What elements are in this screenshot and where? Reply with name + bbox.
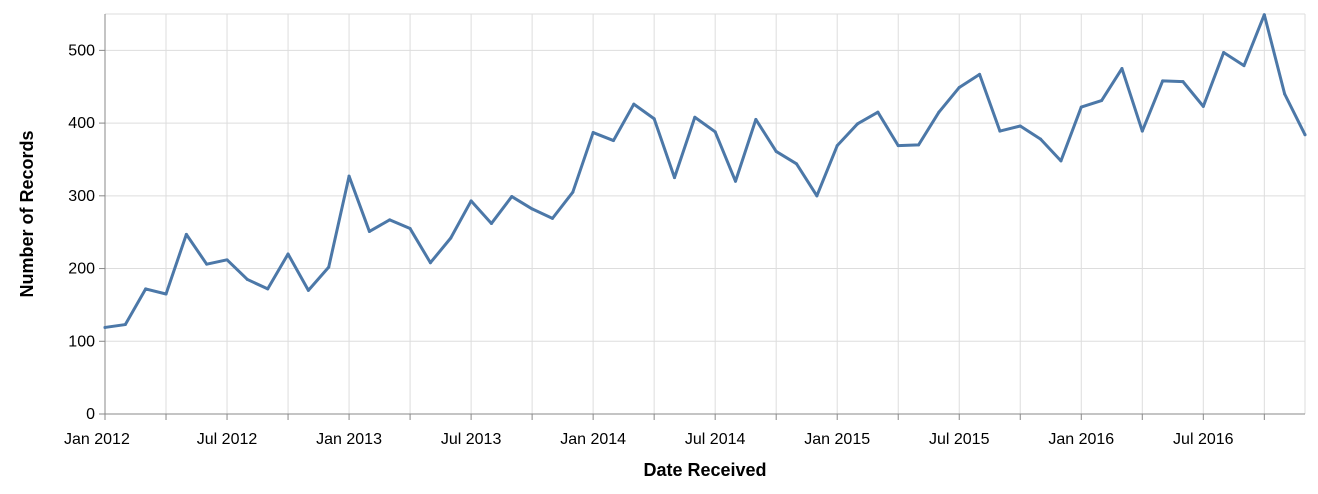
data-point <box>672 176 676 180</box>
x-tick-label: Jul 2012 <box>197 431 258 448</box>
data-point <box>632 102 636 106</box>
data-point <box>591 131 595 135</box>
axes <box>104 14 1305 415</box>
data-point <box>123 323 127 327</box>
data-point <box>327 265 331 269</box>
y-tick-label: 0 <box>86 406 95 423</box>
x-tick-label: Jan 2013 <box>316 431 382 448</box>
data-point <box>449 236 453 240</box>
data-point <box>1242 64 1246 68</box>
data-point <box>489 221 493 225</box>
x-tick-label: Jan 2015 <box>804 431 870 448</box>
data-point <box>754 117 758 121</box>
data-point <box>917 143 921 147</box>
data-point <box>428 261 432 265</box>
data-point <box>164 292 168 296</box>
data-point <box>611 139 615 143</box>
data-point <box>835 144 839 148</box>
x-tick-label: Jul 2013 <box>441 431 502 448</box>
data-point <box>896 144 900 148</box>
data-point <box>1079 105 1083 109</box>
data-point <box>245 277 249 281</box>
data-point <box>225 258 229 262</box>
data-point <box>734 179 738 183</box>
x-tick-label: Jan 2016 <box>1048 431 1114 448</box>
x-tick-label: Jan 2014 <box>560 431 626 448</box>
data-point <box>571 190 575 194</box>
data-point <box>103 325 107 329</box>
data-point <box>652 117 656 121</box>
data-point <box>774 149 778 153</box>
data-point <box>1283 92 1287 96</box>
data-point <box>1018 124 1022 128</box>
data-point <box>978 72 982 76</box>
data-point <box>1262 13 1266 17</box>
data-point <box>815 194 819 198</box>
data-point <box>937 110 941 114</box>
data-point <box>1039 137 1043 141</box>
data-point <box>388 218 392 222</box>
data-point <box>347 174 351 178</box>
x-tick-label: Jul 2014 <box>685 431 746 448</box>
x-axis-title: Date Received <box>643 460 766 480</box>
y-tick-label: 500 <box>68 42 95 59</box>
data-point <box>408 227 412 231</box>
data-point <box>306 288 310 292</box>
data-point <box>1181 80 1185 84</box>
data-point <box>1161 79 1165 83</box>
data-point <box>795 162 799 166</box>
data-point <box>144 287 148 291</box>
data-point <box>550 216 554 220</box>
series-line <box>103 13 1307 329</box>
data-point <box>367 229 371 233</box>
data-point <box>1140 129 1144 133</box>
y-tick-label: 400 <box>68 115 95 132</box>
data-point <box>469 199 473 203</box>
data-point <box>1059 159 1063 163</box>
data-point <box>530 207 534 211</box>
data-point <box>266 287 270 291</box>
x-tick-label: Jul 2015 <box>929 431 990 448</box>
data-point <box>184 232 188 236</box>
y-tick-label: 200 <box>68 261 95 278</box>
data-point <box>510 195 514 199</box>
data-point <box>856 122 860 126</box>
x-tick-label: Jul 2016 <box>1173 431 1234 448</box>
data-point <box>1303 133 1307 137</box>
series-group <box>103 13 1307 329</box>
data-point <box>1120 67 1124 71</box>
y-axis-ticks: 0 100 200 300 400 500 <box>68 42 105 423</box>
data-point <box>205 262 209 266</box>
data-point <box>693 115 697 119</box>
data-point <box>1222 51 1226 55</box>
y-tick-label: 300 <box>68 188 95 205</box>
x-axis-ticks: Jan 2012 Jul 2012 Jan 2013 Jul 2013 Jan 2014… <box>64 414 1265 448</box>
y-axis-title: Number of Records <box>17 130 37 297</box>
data-point <box>1100 99 1104 103</box>
data-point <box>286 252 290 256</box>
y-tick-label: 100 <box>68 333 95 350</box>
data-point <box>713 130 717 134</box>
x-tick-label: Jan 2012 <box>64 431 130 448</box>
data-point <box>876 110 880 114</box>
data-point <box>957 85 961 89</box>
data-point <box>998 129 1002 133</box>
data-point <box>1201 104 1205 108</box>
